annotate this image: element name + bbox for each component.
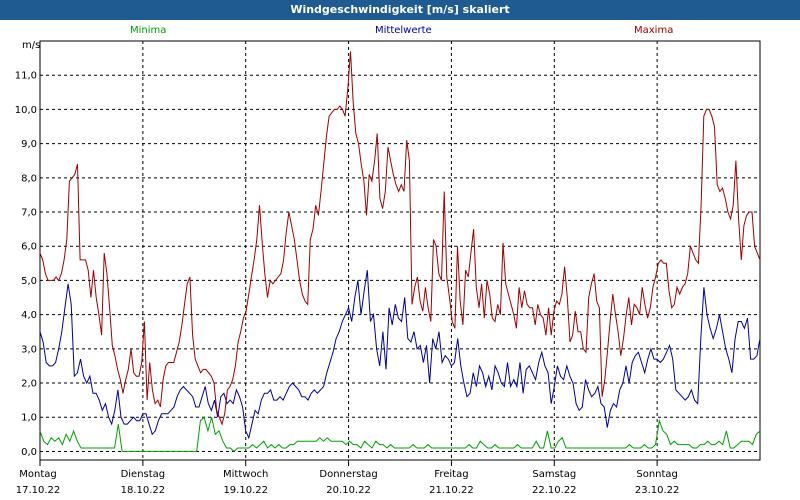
x-tick-date: 22.10.22	[532, 485, 577, 496]
y-tick-label: 5,0	[21, 276, 37, 287]
grid-lines	[40, 41, 760, 460]
x-tick-date: 20.10.22	[326, 485, 371, 496]
series-lines	[39, 51, 761, 453]
x-tick-date: 19.10.22	[223, 485, 268, 496]
x-tick-date: 23.10.22	[635, 485, 680, 496]
x-tick-day: Dienstag	[121, 469, 166, 480]
y-tick-label: 2,0	[21, 379, 37, 390]
x-tick-date: 21.10.22	[429, 485, 474, 496]
series-maxima-line	[39, 51, 761, 426]
y-tick-label: 11,0	[15, 71, 37, 82]
x-tick-date: 18.10.22	[121, 485, 166, 496]
plot-frame	[39, 40, 761, 461]
legend-minima: Minima	[130, 25, 167, 36]
y-tick-label: 7,0	[21, 208, 37, 219]
y-tick-label: 3,0	[21, 344, 37, 355]
legend-maxima: Maxima	[634, 25, 674, 36]
y-tick-label: 8,0	[21, 173, 37, 184]
y-tick-label: 6,0	[21, 242, 37, 253]
y-tick-label: 1,0	[21, 413, 37, 424]
x-tick-date: 17.10.22	[16, 485, 61, 496]
series-mittelwerte-line	[39, 270, 761, 440]
y-axis-unit: m/s	[22, 40, 41, 51]
legend-mittelwerte: Mittelwerte	[375, 25, 432, 36]
x-tick-day: Sonntag	[636, 469, 678, 480]
y-tick-label: 9,0	[21, 139, 37, 150]
x-tick-day: Montag	[19, 469, 56, 480]
chart-title: Windgeschwindigkeit [m/s] skaliert	[0, 0, 800, 20]
x-axis-ticks: Montag 17.10.22 Dienstag 18.10.22 Mittwoch 19…	[16, 460, 680, 496]
y-axis-ticks: 0,0 1,0 2,0 3,0 4,0 5,0 6,0 7,0 8,0 9,0 10,0 11,0	[15, 71, 37, 458]
x-tick-day: Freitag	[434, 469, 468, 480]
y-tick-label: 4,0	[21, 310, 37, 321]
series-minima-line	[39, 416, 761, 453]
x-tick-day: Samstag	[532, 469, 576, 480]
x-tick-day: Mittwoch	[223, 469, 268, 480]
x-tick-day: Donnerstag	[319, 469, 377, 480]
y-tick-label: 0,0	[21, 447, 37, 458]
y-tick-label: 10,0	[15, 105, 37, 116]
